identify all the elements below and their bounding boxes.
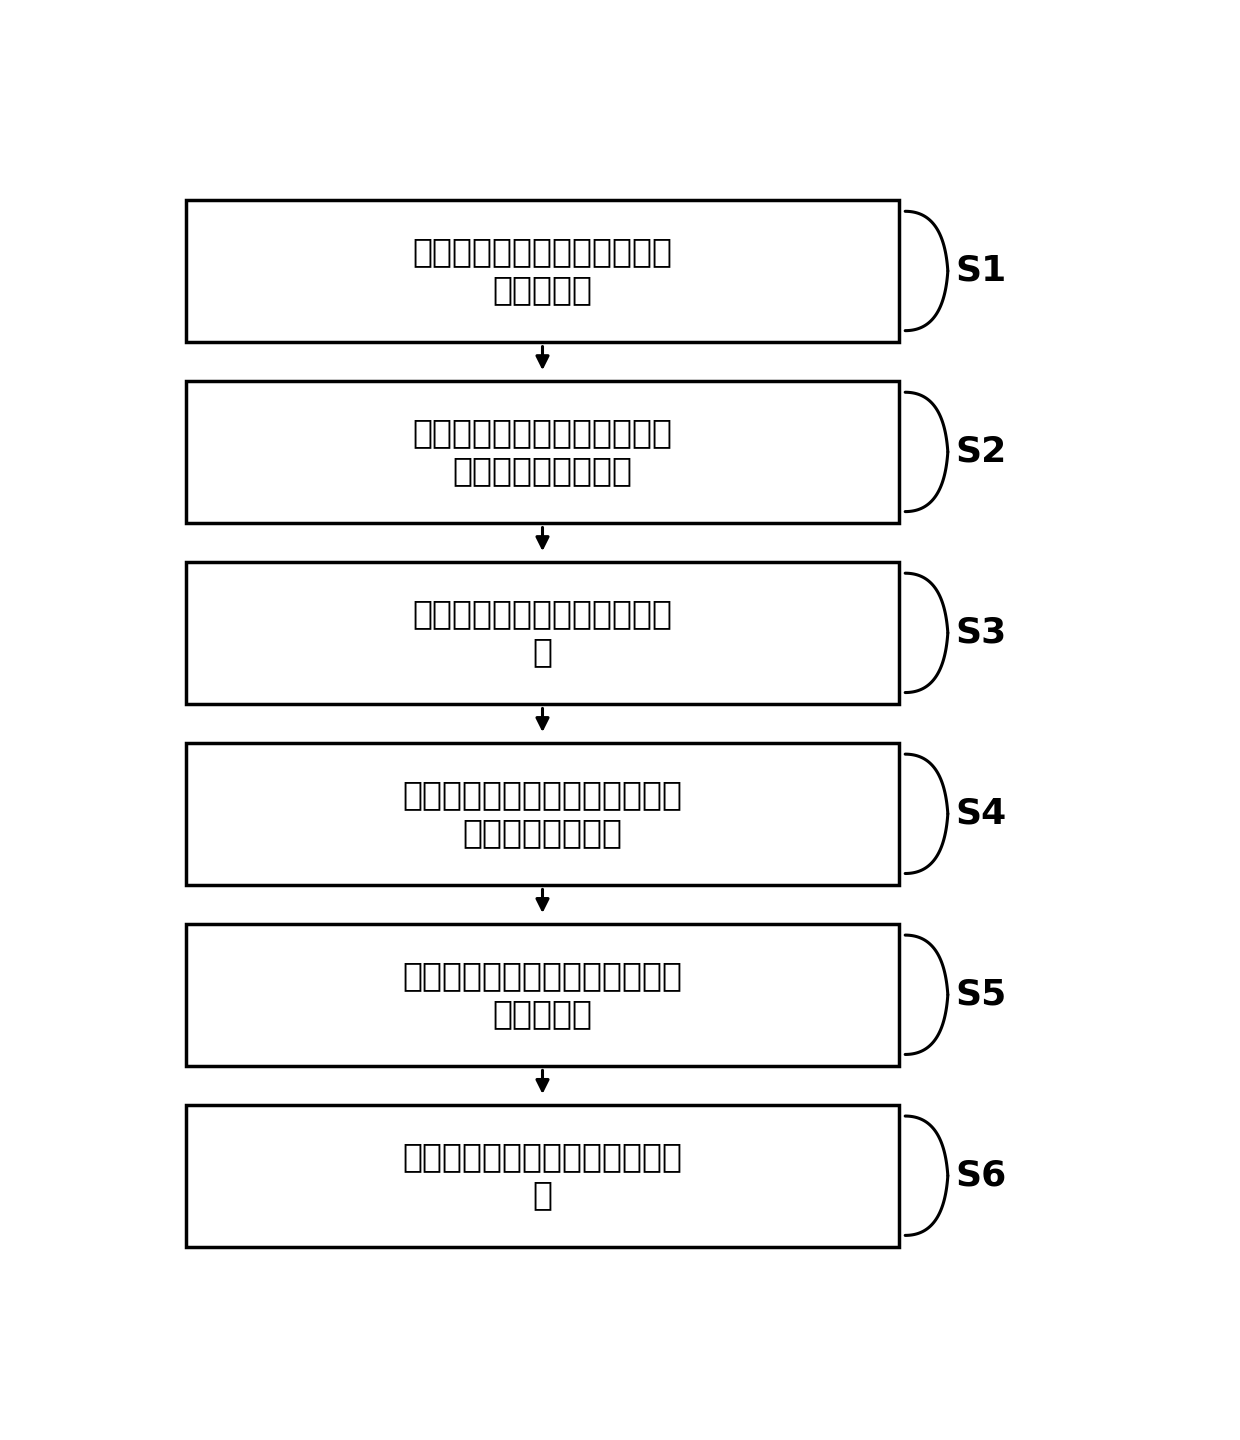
Bar bbox=[186, 923, 899, 1066]
Text: S1: S1 bbox=[956, 253, 1007, 288]
Text: 提供混粉机，将钨粉与钛粉进
行混粉工艺: 提供混粉机，将钨粉与钛粉进 行混粉工艺 bbox=[413, 235, 672, 307]
Text: S4: S4 bbox=[956, 796, 1007, 831]
Bar bbox=[186, 562, 899, 704]
Text: 将钨钛合金粉进行装模后，进
行冷等静压工艺处理: 将钨钛合金粉进行装模后，进 行冷等静压工艺处理 bbox=[413, 416, 672, 488]
Text: 将所述坯料放入包套并进行密
封: 将所述坯料放入包套并进行密 封 bbox=[413, 598, 672, 668]
Bar bbox=[186, 743, 899, 886]
Text: 将密封后的所述包套放入热处理
炉中进行脱气工艺: 将密封后的所述包套放入热处理 炉中进行脱气工艺 bbox=[403, 778, 682, 850]
Text: 将脱气后的所述包套进行热等静
压工艺处理: 将脱气后的所述包套进行热等静 压工艺处理 bbox=[403, 959, 682, 1031]
Bar bbox=[186, 380, 899, 523]
Bar bbox=[186, 1104, 899, 1247]
Bar bbox=[186, 200, 899, 343]
Text: S6: S6 bbox=[956, 1159, 1007, 1192]
Text: S5: S5 bbox=[956, 978, 1007, 1012]
Text: 进行机加工、测试、包装以及出
货: 进行机加工、测试、包装以及出 货 bbox=[403, 1140, 682, 1211]
Text: S3: S3 bbox=[956, 616, 1007, 649]
Text: S2: S2 bbox=[956, 435, 1007, 469]
